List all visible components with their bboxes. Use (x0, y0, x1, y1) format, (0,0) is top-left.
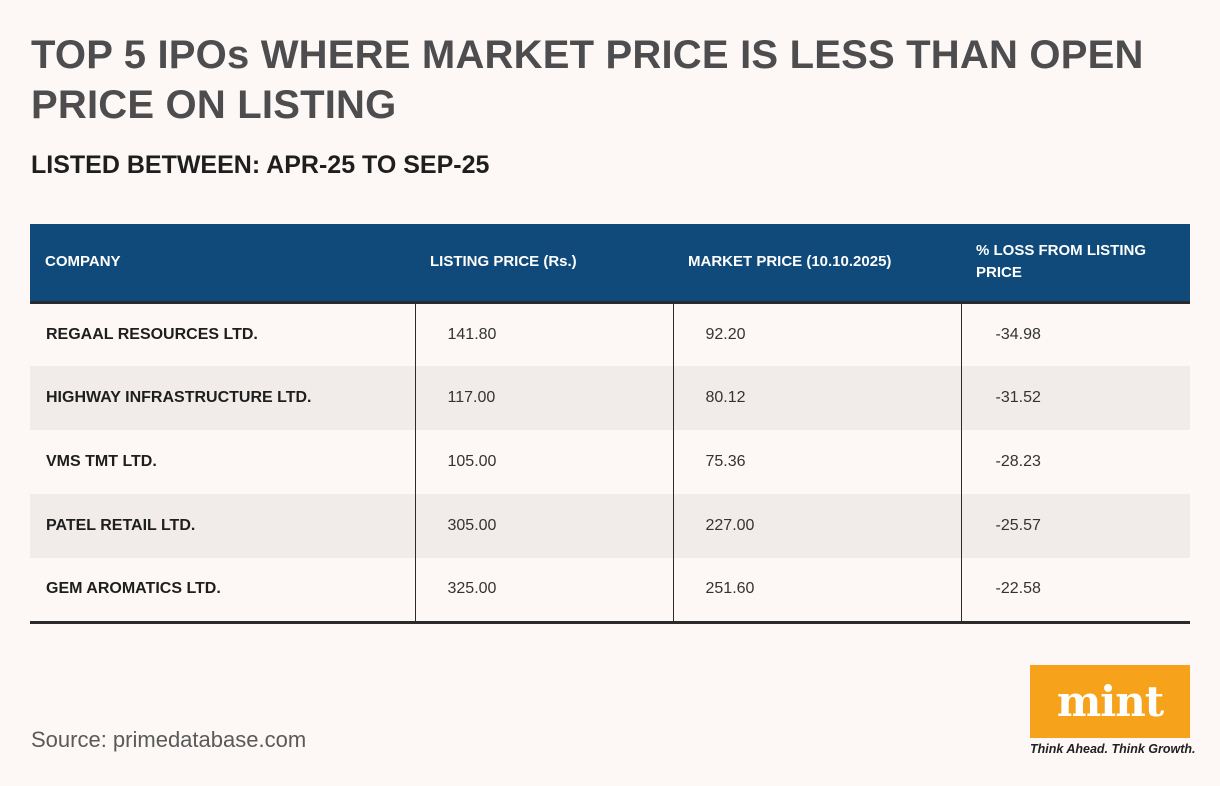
mint-logo-text: mint (1056, 677, 1164, 726)
mint-logo: mint (1030, 665, 1190, 738)
cell-market-price: 92.20 (673, 302, 962, 366)
table-header-row: COMPANY LISTING PRICE (Rs.) MARKET PRICE… (30, 224, 1190, 304)
cell-listing-price: 117.00 (415, 366, 674, 430)
column-header-percent-loss: % LOSS FROM LISTING PRICE (961, 224, 1190, 304)
source-note: Source: primedatabase.com (31, 727, 307, 752)
cell-listing-price: 305.00 (415, 494, 674, 558)
cell-company: PATEL RETAIL LTD. (30, 494, 416, 558)
cell-company: GEM AROMATICS LTD. (30, 558, 416, 622)
cell-listing-price: 325.00 (415, 558, 674, 622)
cell-percent-loss: -25.57 (995, 517, 1041, 534)
column-header-listing-price: LISTING PRICE (Rs.) (415, 224, 673, 304)
column-header-company: COMPANY (30, 224, 415, 304)
chart-title: TOP 5 IPOs WHERE MARKET PRICE IS LESS TH… (31, 33, 1144, 127)
table-row: VMS TMT LTD. 105.00 75.36 -28.23 (30, 430, 1190, 494)
cell-market-price: 227.00 (673, 494, 962, 558)
table-row: REGAAL RESOURCES LTD. 141.80 92.20 -34.98 (30, 302, 1190, 366)
table-row: GEM AROMATICS LTD. 325.00 251.60 -22.58 (30, 558, 1190, 622)
cell-listing-price: 105.00 (415, 430, 674, 494)
column-header-market-price: MARKET PRICE (10.10.2025) (673, 224, 961, 304)
table-row: HIGHWAY INFRASTRUCTURE LTD. 117.00 80.12 -3… (30, 366, 1190, 430)
table-body: REGAAL RESOURCES LTD. 141.80 92.20 -34.98 HI… (30, 302, 1190, 622)
table-row: PATEL RETAIL LTD. 305.00 227.00 -25.57 (30, 494, 1190, 558)
cell-market-price: 251.60 (673, 558, 962, 622)
chart-subtitle: LISTED BETWEEN: APR-25 TO SEP-25 (31, 151, 490, 179)
cell-percent-loss: -22.58 (995, 580, 1041, 598)
cell-percent-loss: -31.52 (995, 389, 1041, 406)
cell-market-price: 80.12 (673, 366, 962, 430)
cell-company: REGAAL RESOURCES LTD. (30, 302, 416, 366)
cell-company: VMS TMT LTD. (30, 430, 416, 494)
cell-percent-loss: -34.98 (995, 325, 1041, 343)
cell-listing-price: 141.80 (415, 302, 674, 366)
cell-company: HIGHWAY INFRASTRUCTURE LTD. (30, 366, 416, 430)
cell-percent-loss: -28.23 (995, 453, 1041, 470)
mint-tagline: Think Ahead. Think Growth. (1030, 742, 1196, 756)
ipo-table: COMPANY LISTING PRICE (Rs.) MARKET PRICE… (30, 224, 1190, 624)
cell-market-price: 75.36 (673, 430, 962, 494)
